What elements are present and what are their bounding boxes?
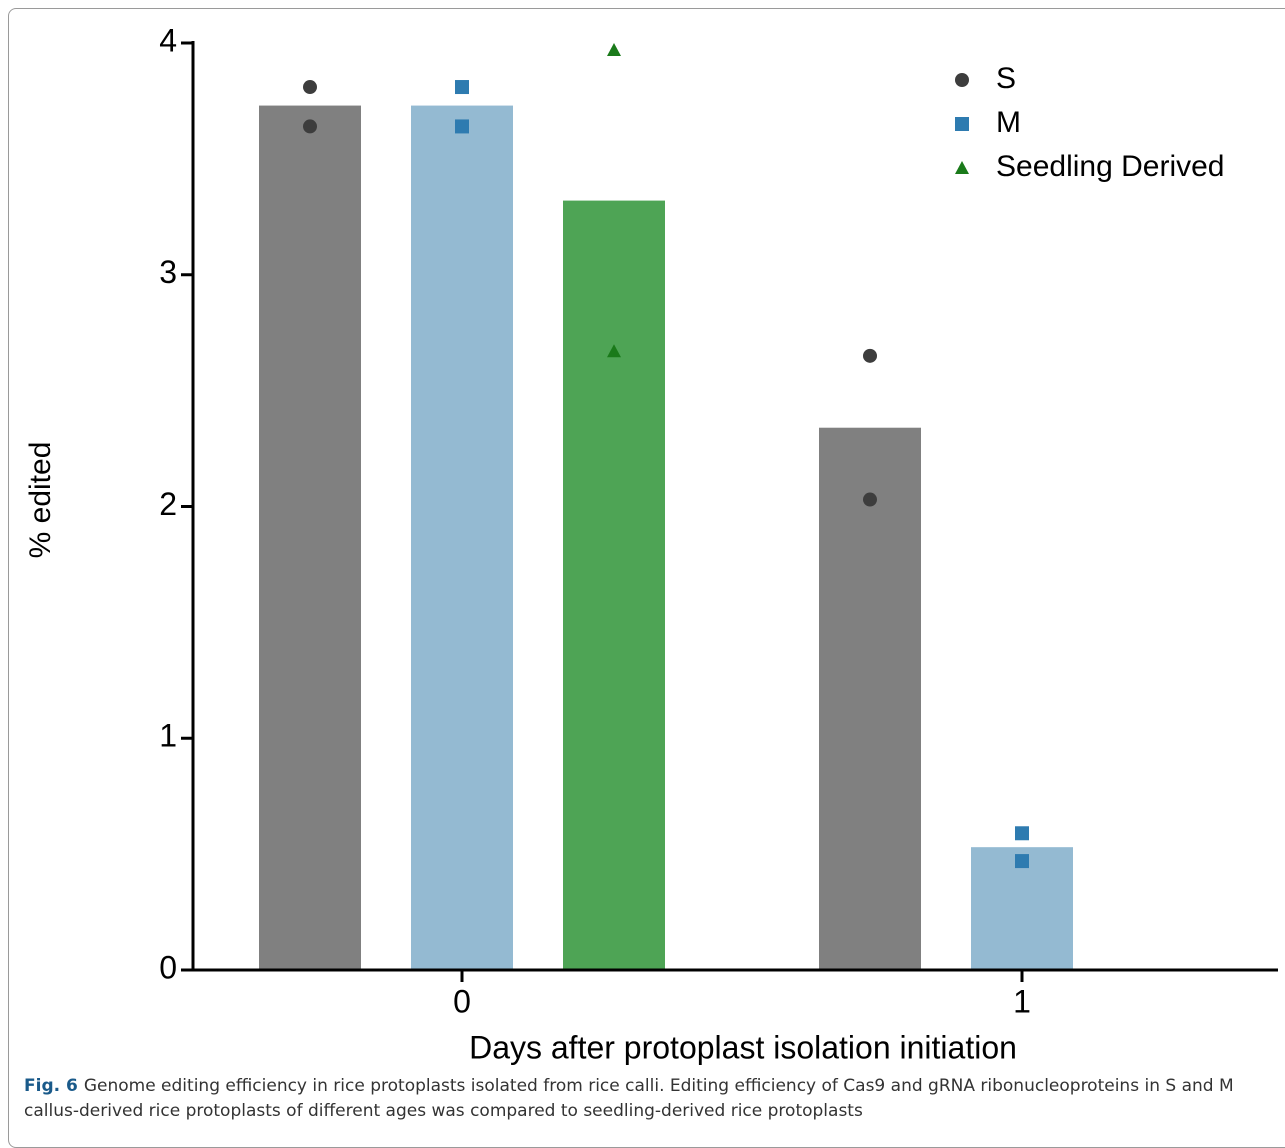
- y-tick-label: 3: [159, 254, 177, 290]
- point: [303, 119, 317, 134]
- y-tick-label: 1: [159, 718, 177, 754]
- x-tick-label: 1: [1013, 983, 1031, 1019]
- x-axis-label: Days after protoplast isolation initiati…: [469, 1029, 1017, 1065]
- point: [955, 161, 969, 174]
- caption-text: Genome editing efficiency in rice protop…: [24, 1076, 1234, 1121]
- y-tick-label: 0: [159, 949, 177, 985]
- point: [1015, 854, 1029, 869]
- point: [955, 117, 969, 131]
- legend-label: Seedling Derived: [996, 150, 1224, 183]
- y-tick-label: 4: [159, 22, 177, 58]
- legend-label: S: [996, 62, 1016, 95]
- point: [955, 73, 969, 87]
- x-tick-label: 0: [453, 983, 471, 1019]
- chart: % edited Days after protoplast isolation…: [24, 22, 1278, 1065]
- point: [607, 344, 621, 358]
- point: [863, 348, 877, 363]
- point: [607, 42, 621, 56]
- bar: [563, 200, 665, 971]
- bar: [411, 105, 513, 970]
- caption-label: Fig. 6: [24, 1076, 78, 1096]
- y-tick-label: 2: [159, 486, 177, 522]
- point: [1015, 826, 1029, 841]
- bar: [259, 105, 361, 970]
- legend-label: M: [996, 106, 1021, 139]
- bar: [819, 427, 921, 971]
- caption: Fig. 6 Genome editing efficiency in rice …: [24, 1074, 1264, 1124]
- point: [863, 492, 877, 507]
- point: [303, 80, 317, 95]
- point: [455, 119, 469, 134]
- y-axis-label: % edited: [24, 442, 57, 559]
- point: [455, 80, 469, 95]
